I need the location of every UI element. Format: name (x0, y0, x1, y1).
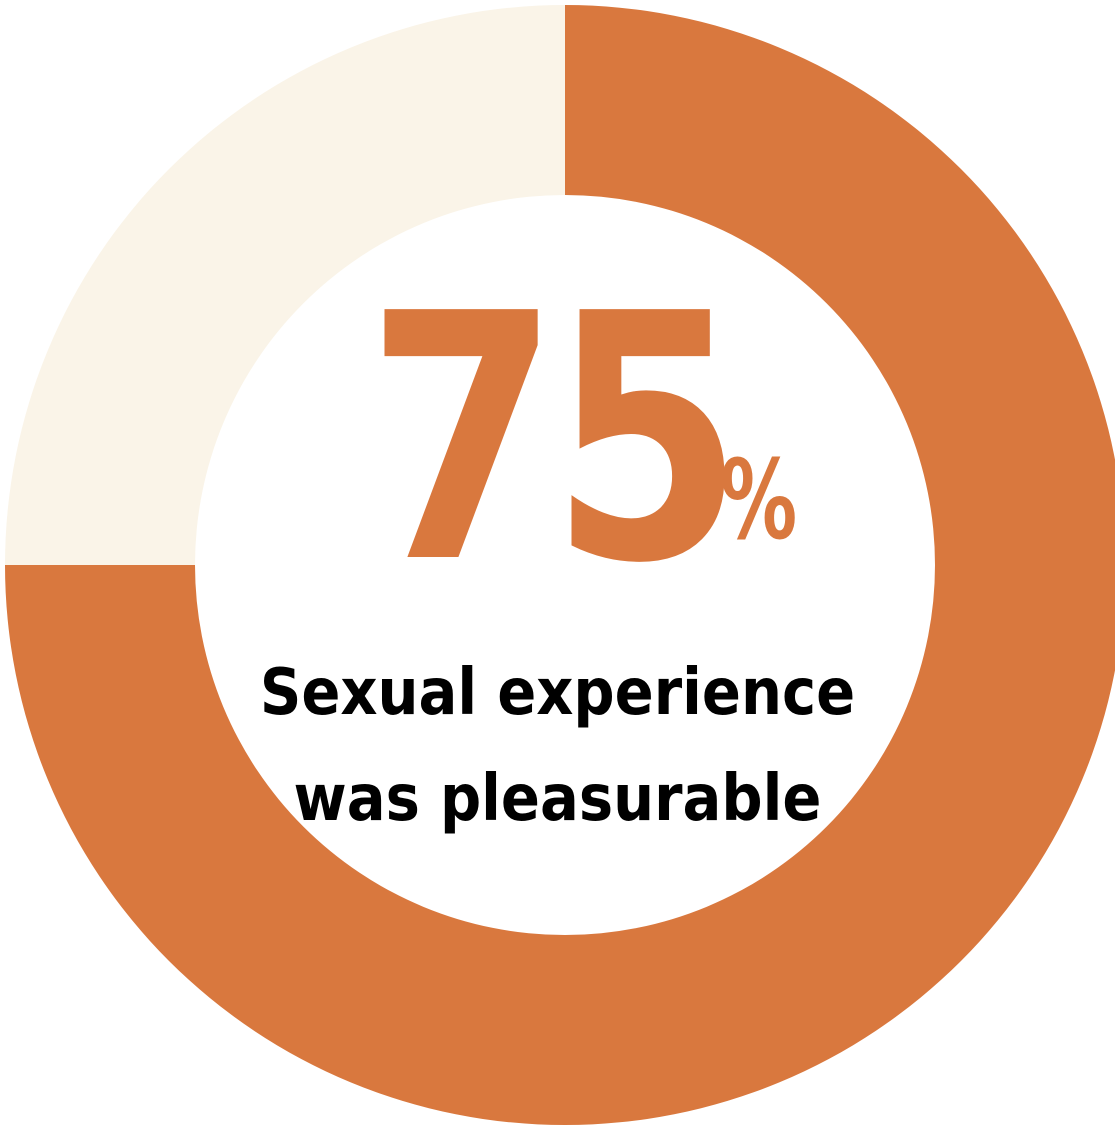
center-value: 75% (0, 270, 1115, 610)
donut-slice-remainder (5, 5, 565, 565)
chart-caption: Sexual experience was pleasurable (0, 640, 1115, 852)
percentage-value: 75 (365, 242, 744, 638)
caption-line-1: Sexual experience (259, 656, 856, 730)
caption-line-2: was pleasurable (293, 762, 822, 836)
percent-sign: % (719, 436, 798, 564)
donut-slice-pleasurable (5, 5, 1115, 1125)
